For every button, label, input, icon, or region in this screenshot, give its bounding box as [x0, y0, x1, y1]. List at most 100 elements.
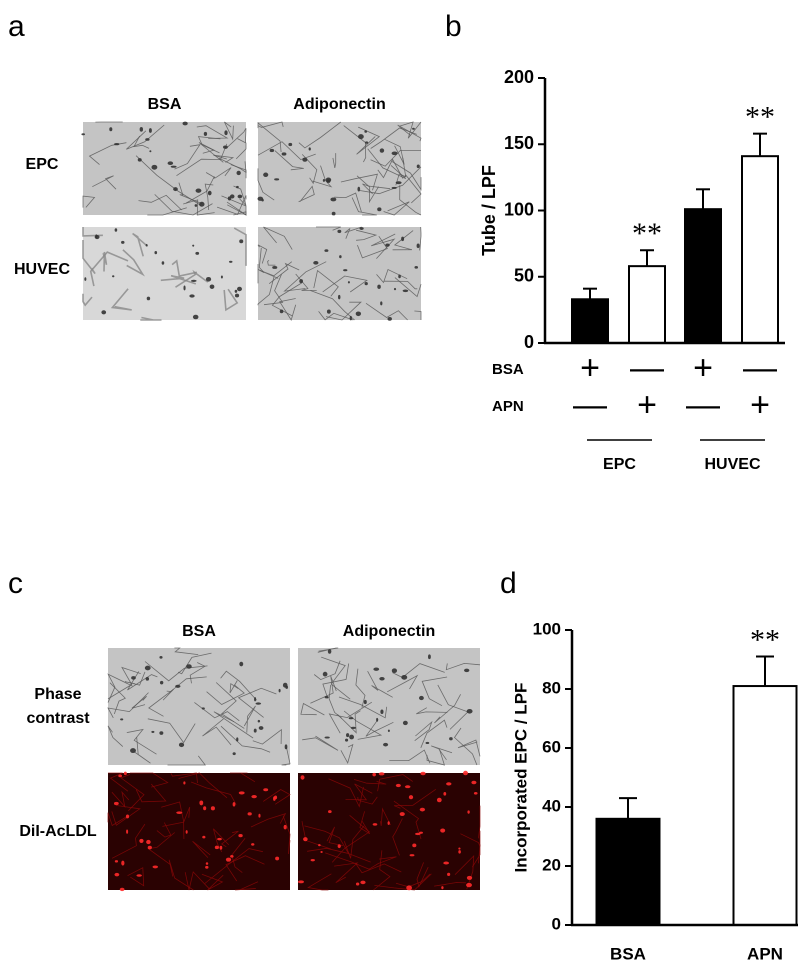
- texture-dot: [284, 744, 288, 750]
- texture-dot: [473, 791, 478, 795]
- texture-dot: [227, 196, 232, 201]
- texture: [92, 175, 117, 190]
- texture-dot: [436, 797, 442, 803]
- texture-dot: [466, 882, 472, 888]
- texture-dot: [441, 886, 444, 890]
- texture-dot: [131, 676, 136, 680]
- texture-dot: [327, 649, 332, 654]
- texture-dot: [440, 828, 446, 833]
- texture-dot: [372, 772, 376, 777]
- texture-dot: [161, 261, 165, 265]
- texture: [220, 725, 271, 753]
- texture-dot: [322, 671, 328, 677]
- texture-dot: [355, 311, 362, 317]
- texture: [107, 692, 149, 718]
- texture: [262, 789, 291, 805]
- texture-dot: [391, 668, 398, 674]
- texture-dot: [251, 843, 255, 846]
- texture-dot: [279, 309, 284, 314]
- texture: [281, 746, 291, 766]
- texture: [127, 867, 145, 887]
- texture-dot: [322, 178, 326, 182]
- texture-dot: [463, 770, 468, 776]
- texture: [343, 825, 365, 859]
- texture-dot: [145, 677, 150, 681]
- texture-dot: [217, 837, 222, 841]
- texture-dot: [364, 130, 368, 133]
- texture: [107, 812, 127, 827]
- texture-dot: [139, 127, 144, 132]
- texture-dot: [308, 147, 311, 151]
- texture: [356, 229, 378, 241]
- texture: [414, 310, 422, 320]
- texture-dot: [288, 142, 293, 147]
- texture: [120, 774, 145, 812]
- texture-dot: [365, 141, 369, 144]
- texture-dot: [359, 227, 364, 230]
- texture-dot: [145, 138, 150, 141]
- texture-dot: [402, 720, 408, 726]
- group-label: EPC: [603, 456, 636, 473]
- texture-dot: [192, 244, 195, 247]
- texture: [317, 647, 339, 653]
- texture-dot: [345, 738, 349, 742]
- texture-dot: [425, 741, 430, 745]
- texture-dot: [185, 830, 188, 834]
- texture: [279, 298, 297, 321]
- texture-dot: [236, 737, 239, 742]
- micrograph-bg: [258, 122, 421, 215]
- panel-letter: b: [445, 10, 462, 43]
- texture: [343, 125, 367, 163]
- texture: [434, 882, 466, 887]
- y-tick-label: 0: [524, 332, 534, 352]
- texture-dot: [297, 880, 304, 884]
- texture: [167, 755, 207, 766]
- texture-dot: [347, 281, 350, 284]
- texture: [395, 157, 407, 186]
- texture-dot: [302, 157, 308, 162]
- texture-dot: [416, 164, 420, 169]
- texture-dot: [258, 813, 261, 818]
- texture-dot: [283, 824, 287, 830]
- texture-dot: [170, 165, 177, 168]
- texture-dot: [269, 148, 275, 153]
- texture: [298, 121, 342, 149]
- texture-dot: [466, 708, 473, 714]
- texture: [226, 201, 247, 216]
- texture-dot: [167, 161, 174, 166]
- texture: [307, 847, 371, 863]
- texture: [129, 772, 169, 788]
- texture-dot: [114, 872, 120, 877]
- texture: [367, 671, 393, 698]
- texture: [162, 806, 191, 827]
- texture-dot: [199, 800, 204, 806]
- texture: [334, 862, 359, 884]
- texture-dot: [357, 186, 361, 192]
- texture: [135, 155, 202, 206]
- texture-dot: [119, 887, 125, 892]
- significance: **: [632, 217, 662, 250]
- texture-dot: [237, 194, 243, 199]
- texture-dot: [237, 286, 242, 292]
- texture-dot: [406, 885, 412, 891]
- texture-dot: [125, 814, 130, 819]
- texture-dot: [136, 874, 142, 877]
- texture: [250, 813, 287, 828]
- texture: [138, 194, 182, 211]
- texture: [416, 707, 448, 715]
- texture-dot: [428, 654, 431, 660]
- texture-dot: [458, 847, 461, 850]
- texture: [325, 852, 370, 870]
- texture: [399, 185, 422, 216]
- texture-dot: [419, 807, 426, 812]
- texture: [122, 249, 145, 277]
- texture-dot: [364, 282, 368, 286]
- texture-dot: [395, 181, 402, 185]
- texture-dot: [379, 676, 385, 681]
- texture: [392, 230, 414, 251]
- texture: [192, 840, 211, 858]
- texture: [331, 814, 370, 863]
- texture-dot: [159, 731, 164, 735]
- bar: [595, 817, 661, 926]
- texture-dot: [175, 684, 181, 688]
